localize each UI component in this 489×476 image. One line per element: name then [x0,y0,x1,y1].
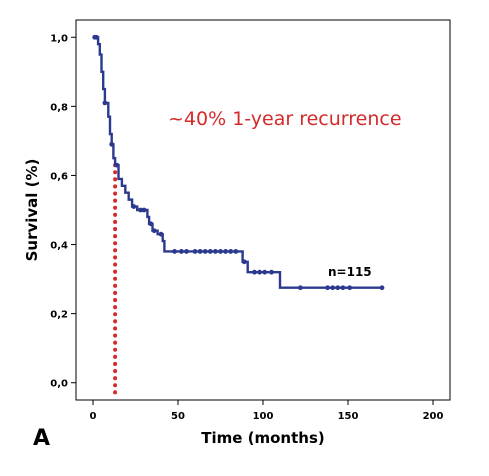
censor-marks-group [92,34,385,291]
censor-mark [335,285,341,291]
censor-mark [379,285,385,291]
x-tick-label: 200 [423,411,444,422]
censor-mark [269,269,274,275]
censor-mark [148,221,154,227]
annotation-recurrence: ~40% 1-year recurrence [168,108,402,130]
y-tick-label: 0,6 [50,171,68,182]
censor-mark [114,162,120,168]
censor-mark [298,285,303,291]
y-tick-label: 0,0 [50,379,68,390]
censor-mark [340,285,346,291]
panel-label: A [33,426,50,451]
censor-mark [141,207,147,213]
censor-mark [131,204,137,209]
x-tick-label: 150 [338,411,359,422]
censor-mark [197,249,203,254]
censor-mark [330,285,336,291]
y-axis-ticks: 0,0 0,2 0,4 0,6 0,8 1,0 [50,33,76,390]
x-axis-ticks: 0 50 100 150 200 [90,400,444,422]
censor-mark [228,249,234,254]
y-tick-label: 0,4 [50,241,68,252]
y-tick-label: 0,2 [50,310,68,321]
x-tick-label: 0 [90,411,97,422]
censor-mark [252,269,257,275]
survival-curve-line [93,36,382,289]
censor-mark [325,285,330,291]
censor-mark [158,231,164,237]
censor-mark [262,269,268,275]
censor-mark [138,207,144,213]
censor-mark [207,249,213,254]
censor-mark [109,141,115,147]
censor-mark [102,100,108,106]
censor-mark [233,249,239,254]
censor-mark [184,249,189,254]
annotation-n: n=115 [328,265,372,279]
censor-mark [192,249,198,254]
censor-mark [94,34,99,40]
censor-mark [151,228,157,234]
x-axis-title: Time (months) [201,429,325,447]
censor-mark [179,249,184,254]
plot-frame [75,19,451,401]
censor-mark [257,269,262,275]
y-axis-title: Survival (%) [23,159,41,262]
y-tick-label: 1,0 [50,33,68,44]
censor-mark [241,259,247,265]
censor-mark [347,285,353,291]
censor-mark [213,249,218,254]
y-tick-label: 0,8 [50,102,68,113]
censor-mark [223,249,229,254]
survival-curve-group [93,36,382,289]
x-tick-label: 100 [253,411,274,422]
censor-mark [172,249,178,254]
censor-mark [202,249,208,254]
censor-mark [218,249,223,254]
x-tick-label: 50 [171,411,185,422]
